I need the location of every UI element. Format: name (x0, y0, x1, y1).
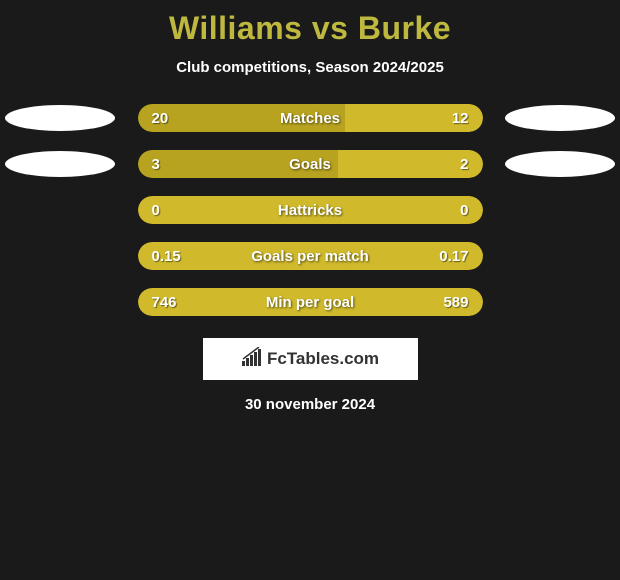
stat-label-goals: Goals (289, 156, 331, 173)
subtitle: Club competitions, Season 2024/2025 (176, 59, 444, 76)
stat-value-right-mpg: 589 (443, 294, 468, 311)
stat-label-mpg: Min per goal (266, 294, 354, 311)
stat-label-matches: Matches (280, 110, 340, 127)
bar-right-matches: 12 (345, 104, 483, 132)
stat-label-gpm: Goals per match (251, 248, 369, 265)
stat-value-right-matches: 12 (452, 110, 469, 127)
stat-row-hattricks: 0 0 Hattricks (0, 196, 620, 224)
team-right-ellipse-icon (505, 151, 615, 177)
page-title: Williams vs Burke (169, 10, 451, 47)
date-label: 30 november 2024 (245, 396, 375, 413)
stat-value-right-goals: 2 (460, 156, 468, 173)
stat-bar-matches: 20 12 Matches (138, 104, 483, 132)
stats-wrapper: 20 12 Matches 3 2 Goals (0, 104, 620, 316)
stat-value-left-gpm: 0.15 (152, 248, 181, 265)
stat-value-left-goals: 3 (152, 156, 160, 173)
bar-right-goals: 2 (338, 150, 483, 178)
stat-value-right-gpm: 0.17 (439, 248, 468, 265)
stat-row-mpg: 746 589 Min per goal (0, 288, 620, 316)
logo-text: FcTables.com (267, 349, 379, 369)
stat-row-goals: 3 2 Goals (0, 150, 620, 178)
stat-bar-mpg: 746 589 Min per goal (138, 288, 483, 316)
team-right-ellipse-icon (505, 105, 615, 131)
stat-value-left-matches: 20 (152, 110, 169, 127)
team-left-ellipse-icon (5, 151, 115, 177)
stat-value-left-mpg: 746 (152, 294, 177, 311)
stat-row-matches: 20 12 Matches (0, 104, 620, 132)
stat-value-left-hattricks: 0 (152, 202, 160, 219)
stat-bar-goals: 3 2 Goals (138, 150, 483, 178)
chart-icon (241, 347, 263, 372)
stat-bar-gpm: 0.15 0.17 Goals per match (138, 242, 483, 270)
stat-value-right-hattricks: 0 (460, 202, 468, 219)
logo-box[interactable]: FcTables.com (203, 338, 418, 380)
main-container: Williams vs Burke Club competitions, Sea… (0, 0, 620, 423)
stat-row-gpm: 0.15 0.17 Goals per match (0, 242, 620, 270)
logo-content: FcTables.com (241, 347, 379, 372)
stat-label-hattricks: Hattricks (278, 202, 342, 219)
team-left-ellipse-icon (5, 105, 115, 131)
stat-bar-hattricks: 0 0 Hattricks (138, 196, 483, 224)
